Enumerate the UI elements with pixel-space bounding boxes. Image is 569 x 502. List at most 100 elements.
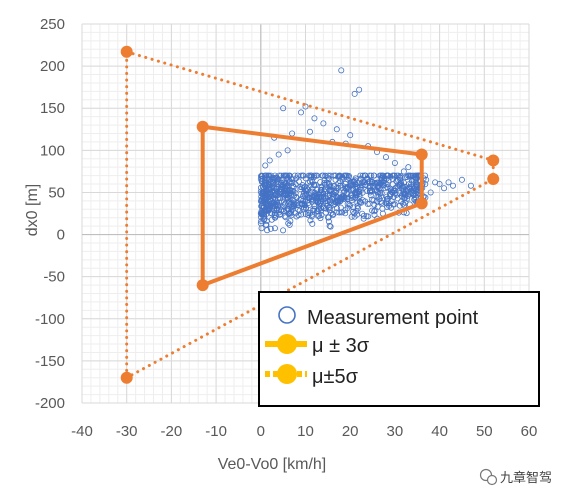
- measurement-point: [367, 192, 374, 199]
- measurement-point: [266, 157, 273, 164]
- measurement-point: [263, 218, 270, 225]
- measurement-point: [441, 185, 448, 192]
- measurement-point: [305, 179, 312, 186]
- x-tick-label: 30: [387, 423, 404, 440]
- y-tick-label: -200: [35, 395, 65, 412]
- measurement-point: [326, 222, 333, 229]
- measurement-point: [324, 202, 331, 209]
- measurement-point: [260, 213, 267, 220]
- measurement-point: [322, 209, 329, 216]
- measurement-point: [318, 212, 325, 219]
- measurement-point: [356, 199, 363, 206]
- measurement-point: [332, 189, 339, 196]
- measurement-point: [311, 115, 318, 122]
- measurement-point: [373, 186, 380, 193]
- wechat-icon: [479, 468, 498, 486]
- measurement-point: [383, 197, 390, 204]
- y-axis-title: dx0 [m]: [24, 184, 41, 236]
- measurement-point: [303, 191, 310, 198]
- mu-3sigma-vertex: [415, 148, 428, 161]
- measurement-point: [281, 190, 288, 197]
- measurement-point: [270, 179, 277, 186]
- measurement-point: [287, 218, 294, 225]
- legend: Measurement point μ ± 3σ μ±5σ: [258, 291, 540, 407]
- mu-5sigma-series: [120, 45, 500, 384]
- measurement-point: [260, 209, 267, 216]
- measurement-point: [411, 192, 418, 199]
- measurement-point: [413, 181, 420, 188]
- mu-3sigma-series: [196, 120, 428, 292]
- measurement-point: [408, 187, 415, 194]
- measurement-point: [407, 189, 414, 196]
- x-tick-label: 50: [476, 423, 493, 440]
- measurement-point: [281, 201, 288, 208]
- measurement-point: [393, 172, 400, 179]
- legend-5sigma-marker: [277, 364, 297, 384]
- measurement-point: [467, 182, 474, 189]
- measurement-point: [325, 172, 332, 179]
- measurement-point: [292, 210, 299, 217]
- measurement-point: [310, 181, 317, 188]
- y-tick-label: 100: [40, 142, 65, 159]
- measurement-point: [291, 203, 298, 210]
- x-tick-labels: -40 -30 -20 -10 0 10 20 30 40 50 60: [71, 423, 537, 440]
- measurement-point: [295, 178, 302, 185]
- measurement-point: [276, 211, 283, 218]
- measurement-point: [391, 159, 398, 166]
- measurement-point: [259, 204, 266, 211]
- measurement-point: [404, 195, 411, 202]
- measurement-point: [311, 172, 318, 179]
- measurement-point: [328, 209, 335, 216]
- legend-5sigma-label: μ±5σ: [312, 366, 359, 388]
- measurement-point: [327, 223, 334, 230]
- measurement-point: [263, 222, 270, 229]
- measurement-point: [339, 209, 346, 216]
- measurement-point: [338, 67, 345, 74]
- measurement-point: [281, 180, 288, 187]
- measurement-point: [315, 199, 322, 206]
- measurement-point: [342, 207, 349, 214]
- measurement-point: [379, 205, 386, 212]
- watermark-text: 九章智驾: [500, 470, 552, 486]
- measurement-point: [267, 225, 274, 232]
- measurement-point: [374, 198, 381, 205]
- measurement-point: [356, 86, 363, 93]
- measurement-point: [350, 204, 357, 211]
- legend-3sigma-marker: [277, 334, 297, 354]
- measurement-point: [313, 193, 320, 200]
- measurement-point: [369, 178, 376, 185]
- measurement-point: [286, 172, 293, 179]
- measurement-point: [260, 188, 267, 195]
- measurement-point: [348, 180, 355, 187]
- measurement-point: [290, 183, 297, 190]
- measurement-point: [323, 205, 330, 212]
- measurement-point: [317, 179, 324, 186]
- measurement-point: [348, 192, 355, 199]
- y-tick-label: 0: [57, 227, 65, 244]
- measurement-point: [299, 192, 306, 199]
- x-tick-label: -30: [116, 423, 138, 440]
- measurement-point: [286, 221, 293, 228]
- measurement-point: [368, 172, 375, 179]
- measurement-point: [384, 200, 391, 207]
- measurement-point: [317, 193, 324, 200]
- y-tick-label: -150: [35, 353, 65, 370]
- measurement-point: [351, 213, 358, 220]
- measurement-point: [263, 188, 270, 195]
- measurement-point: [336, 172, 343, 179]
- measurement-point: [280, 227, 287, 234]
- measurement-point: [306, 201, 313, 208]
- measurement-point: [384, 172, 391, 179]
- measurement-point: [393, 191, 400, 198]
- measurement-point: [308, 213, 315, 220]
- measurement-point: [288, 201, 295, 208]
- measurement-point: [378, 190, 385, 197]
- measurement-point: [271, 225, 278, 232]
- measurement-point: [283, 187, 290, 194]
- measurement-point: [263, 172, 270, 179]
- measurement-point: [450, 182, 457, 189]
- x-tick-label: 10: [297, 423, 314, 440]
- measurement-point: [307, 210, 314, 217]
- measurement-point: [357, 175, 364, 182]
